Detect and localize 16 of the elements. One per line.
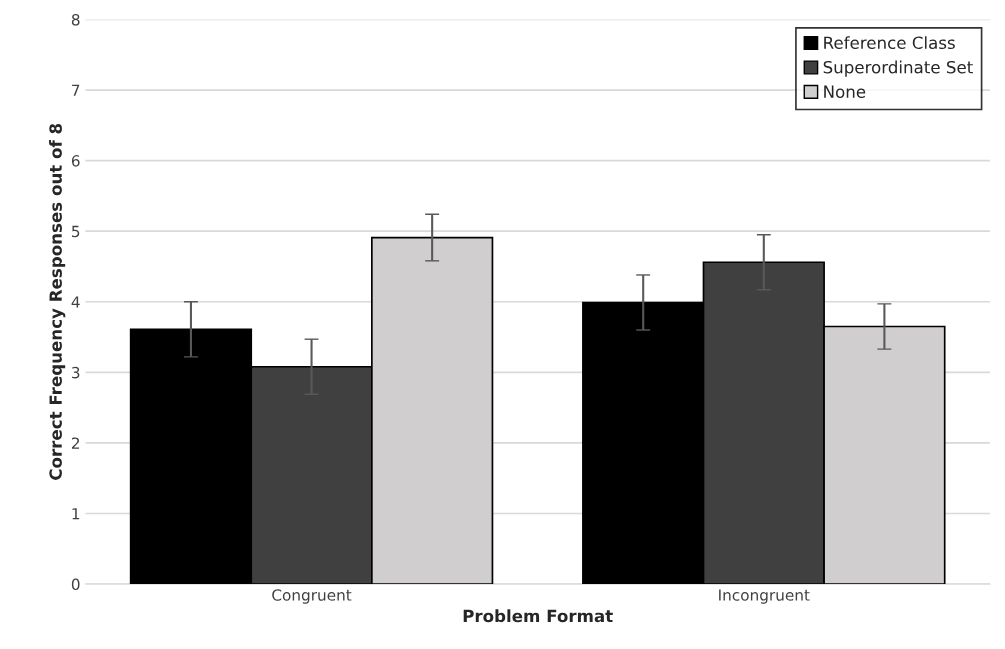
y-tick-label: 5 [72, 225, 80, 238]
y-tick-label: 7 [72, 84, 80, 96]
y-tick-label: 3 [72, 366, 80, 379]
y-tick-label: 6 [71, 155, 80, 167]
legend-label: None [824, 85, 866, 98]
y-axis-title: Correct Frequency Responses out of 8 [49, 123, 66, 480]
x-tick-label: Congruent [272, 589, 352, 604]
x-tick-label: Incongruent [719, 589, 810, 604]
y-tick-label: 4 [71, 296, 80, 308]
y-tick-label: 2 [71, 437, 80, 449]
y-tick-label: 0 [71, 578, 80, 591]
y-tick-label: 8 [71, 13, 80, 26]
legend-label: Reference Class [824, 36, 955, 50]
x-axis-title: Problem Format [463, 609, 613, 623]
y-tick-label: 1 [72, 508, 80, 520]
legend-label: Superordinate Set [823, 60, 973, 77]
